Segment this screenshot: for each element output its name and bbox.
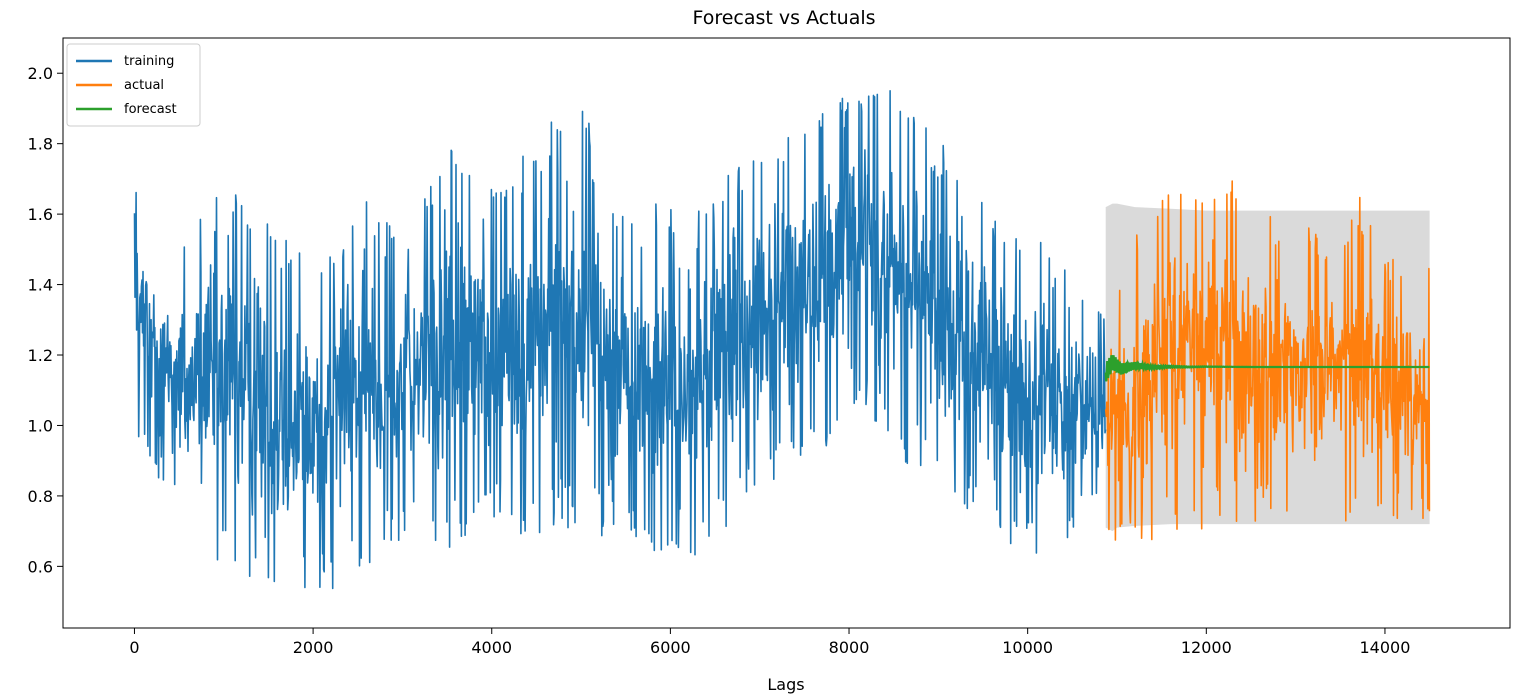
x-axis-label: Lags [767,675,804,694]
y-tick-label: 1.0 [28,416,53,435]
series-training-line [133,90,1107,590]
x-tick-label: 14000 [1359,638,1410,657]
legend-label-forecast: forecast [124,102,177,117]
legend-label-actual: actual [124,78,164,93]
y-tick-label: 1.4 [28,276,53,295]
plot-frame [62,37,1511,629]
x-tick-label: 12000 [1181,638,1232,657]
legend-box [66,43,201,127]
y-tick-label: 1.2 [28,346,53,365]
x-tick-label: 10000 [1002,638,1053,657]
chart-title: Forecast vs Actuals [692,7,875,29]
plot-area [133,90,1431,590]
series-forecast-line [1104,355,1430,382]
x-tick-label: 8000 [829,638,870,657]
x-tick-label: 2000 [293,638,334,657]
y-tick-label: 0.8 [28,487,53,506]
y-tick-label: 0.6 [28,557,53,576]
legend: training actual forecast [66,43,201,127]
x-tick-label: 4000 [471,638,512,657]
x-tick-label: 6000 [650,638,691,657]
y-tick-label: 1.6 [28,205,53,224]
axis-ticks: 0 2000 4000 6000 8000 10000 12000 14000 0.6 0.8 1.… [28,64,1411,657]
y-tick-label: 1.8 [28,135,53,154]
x-tick-label: 0 [129,638,139,657]
legend-label-training: training [124,54,174,69]
y-tick-label: 2.0 [28,64,53,83]
